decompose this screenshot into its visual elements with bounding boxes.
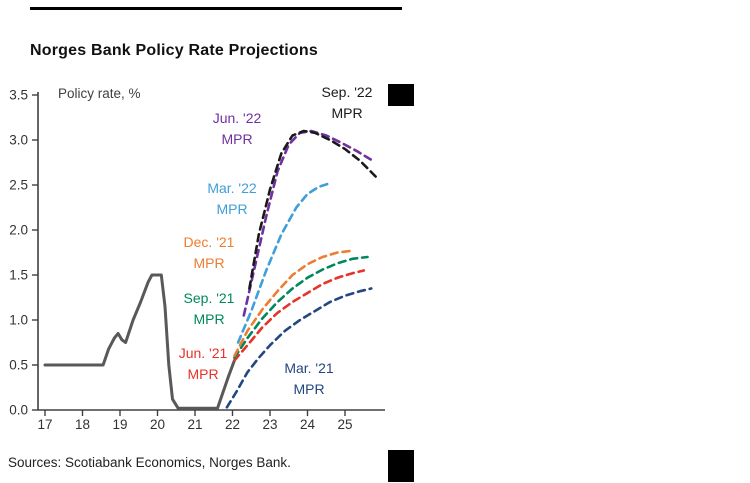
annotation-line2: MPR	[221, 131, 253, 147]
annotation-sep-22-mpr: Sep. '22 MPR	[302, 82, 392, 124]
annotation-line1: Sep. '21	[183, 290, 235, 306]
annotation-line1: Jun. '21	[178, 345, 228, 361]
svg-text:20: 20	[150, 417, 165, 432]
svg-text:21: 21	[187, 417, 202, 432]
annotation-line2: MPR	[193, 311, 225, 327]
svg-text:1.5: 1.5	[9, 268, 28, 283]
annotation-mar-21-mpr: Mar. '21 MPR	[264, 358, 354, 400]
annotation-line1: Mar. '21	[284, 360, 334, 376]
annotation-jun-22-mpr: Jun. '22 MPR	[192, 108, 282, 150]
annotation-line2: MPR	[216, 201, 248, 217]
annotation-line2: MPR	[187, 366, 219, 382]
svg-text:1.0: 1.0	[9, 313, 28, 328]
annotation-line2: MPR	[293, 381, 325, 397]
svg-text:25: 25	[337, 417, 352, 432]
window-edge-top-right	[388, 84, 414, 106]
annotation-sep-21-mpr: Sep. '21 MPR	[164, 288, 254, 330]
svg-text:24: 24	[300, 417, 316, 432]
svg-text:18: 18	[75, 417, 90, 432]
annotation-line2: MPR	[331, 105, 363, 121]
annotation-jun-21-mpr: Jun. '21 MPR	[158, 343, 248, 385]
annotation-line1: Sep. '22	[321, 84, 373, 100]
svg-text:3.0: 3.0	[9, 133, 28, 148]
annotation-line2: MPR	[193, 255, 225, 271]
annotation-line1: Dec. '21	[183, 234, 235, 250]
policy-rate-chart: 17 18 19 20 21 22 23 24 25 0.0 0.5 1.0 1.5 2.0 2.5 3.0 3…	[9, 88, 385, 432]
window-edge-top-line	[30, 7, 402, 10]
annotation-line1: Jun. '22	[212, 110, 262, 126]
svg-text:23: 23	[262, 417, 277, 432]
annotation-mar-22-mpr: Mar. '22 MPR	[187, 178, 277, 220]
svg-text:2.5: 2.5	[9, 178, 28, 193]
svg-text:19: 19	[112, 417, 127, 432]
svg-text:0.0: 0.0	[9, 403, 28, 418]
window-edge-bottom-right	[388, 450, 414, 482]
chart-title: Norges Bank Policy Rate Projections	[30, 42, 318, 59]
policy-rate-axis-label: Policy rate, %	[58, 86, 141, 101]
annotation-dec-21-mpr: Dec. '21 MPR	[164, 232, 254, 274]
svg-text:2.0: 2.0	[9, 223, 28, 238]
sources-note: Sources: Scotiabank Economics, Norges Ba…	[8, 455, 291, 470]
svg-text:0.5: 0.5	[9, 358, 28, 373]
svg-text:22: 22	[225, 417, 240, 432]
svg-text:3.5: 3.5	[9, 88, 28, 103]
svg-text:17: 17	[37, 417, 52, 432]
annotation-line1: Mar. '22	[207, 180, 257, 196]
